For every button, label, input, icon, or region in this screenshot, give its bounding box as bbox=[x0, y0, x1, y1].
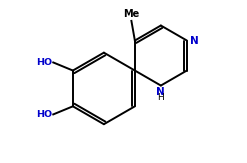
Text: Me: Me bbox=[123, 9, 140, 19]
Text: HO: HO bbox=[36, 110, 52, 119]
Text: H: H bbox=[158, 93, 164, 102]
Text: N: N bbox=[157, 87, 165, 97]
Text: HO: HO bbox=[36, 58, 52, 67]
Text: N: N bbox=[190, 36, 198, 45]
